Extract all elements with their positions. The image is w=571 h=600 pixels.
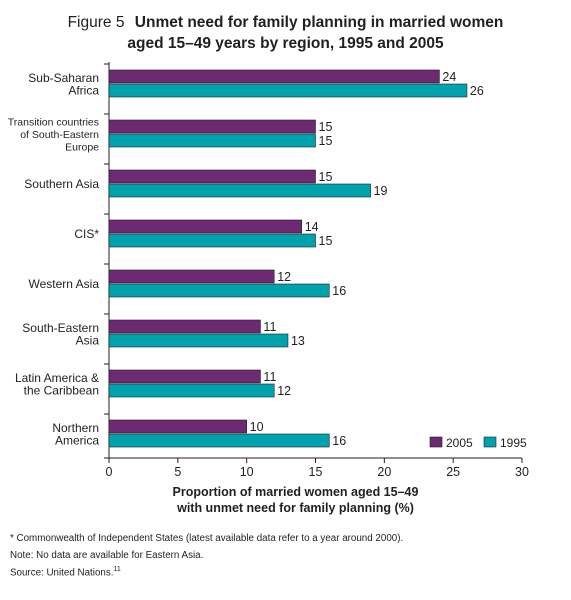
bar-2005 xyxy=(108,169,316,184)
bar-chart: 0 5 10 15 20 25 302426Sub-SaharanAfrica1515Tra… xyxy=(8,62,529,515)
x-axis-label: Proportion of married women aged 15–49 xyxy=(173,485,419,499)
footnote-source: Source: United Nations.11 xyxy=(10,566,121,578)
bar-2005 xyxy=(108,219,303,234)
footnote-note: Note: No data are available for Eastern … xyxy=(10,550,204,561)
data-label: 11 xyxy=(263,370,276,384)
category-label: Transition countries xyxy=(8,117,99,129)
figure-label: Figure 5 xyxy=(67,14,125,31)
category-label: Western Asia xyxy=(29,277,100,291)
footnote-cis: * Commonwealth of Independent States (la… xyxy=(10,533,404,544)
title-line-1: Unmet need for family planning in marrie… xyxy=(134,14,504,31)
bar-1995 xyxy=(108,333,289,348)
bar-1995 xyxy=(108,233,316,248)
footnote-source-ref: 11 xyxy=(113,566,121,573)
data-label: 12 xyxy=(277,270,291,284)
bar-2005 xyxy=(108,269,275,284)
bar-2005 xyxy=(108,69,440,84)
x-tick-label: 0 xyxy=(106,465,113,479)
data-label: 19 xyxy=(374,184,388,198)
x-tick-label: 20 xyxy=(377,465,391,479)
x-tick-label: 10 xyxy=(240,465,254,479)
x-axis-label: with unmet need for family planning (%) xyxy=(176,501,414,515)
data-label: 24 xyxy=(442,70,456,84)
bar-1995 xyxy=(108,433,330,448)
data-label: 13 xyxy=(291,334,305,348)
data-label: 15 xyxy=(319,134,333,148)
category-label: America xyxy=(55,433,99,447)
x-tick-label: 15 xyxy=(309,465,323,479)
bar-1995 xyxy=(108,83,468,98)
x-tick-label: 5 xyxy=(174,465,181,479)
data-label: 10 xyxy=(250,420,264,434)
bar-2005 xyxy=(108,419,247,434)
category-label: the Caribbean xyxy=(24,383,99,397)
title-line-2: aged 15–49 years by region, 1995 and 200… xyxy=(127,35,444,52)
category-label: Northern xyxy=(52,421,99,435)
bar-2005 xyxy=(108,319,261,334)
data-label: 26 xyxy=(470,84,484,98)
chart-title: Figure 5 Unmet need for family planning … xyxy=(0,12,571,54)
bar-1995 xyxy=(108,133,316,148)
legend-label: 2005 xyxy=(446,436,473,450)
bar-1995 xyxy=(108,283,330,298)
bar-2005 xyxy=(108,119,316,134)
bar-1995 xyxy=(108,383,275,398)
bar-2005 xyxy=(108,369,261,384)
data-label: 16 xyxy=(332,284,346,298)
legend-swatch-2005 xyxy=(429,436,443,448)
data-label: 12 xyxy=(277,384,291,398)
bar-1995 xyxy=(108,183,371,198)
category-label: South-Eastern xyxy=(22,321,99,335)
category-label: Latin America & xyxy=(15,371,99,385)
category-label: Europe xyxy=(65,142,99,154)
data-label: 11 xyxy=(263,320,276,334)
category-label: Asia xyxy=(76,333,100,347)
data-label: 16 xyxy=(332,434,346,448)
category-label: of South-Eastern xyxy=(20,129,99,141)
category-label: CIS* xyxy=(74,227,99,241)
x-tick-label: 25 xyxy=(446,465,460,479)
data-label: 15 xyxy=(319,234,333,248)
data-label: 14 xyxy=(305,220,319,234)
data-label: 15 xyxy=(319,120,333,134)
category-label: Africa xyxy=(68,83,99,97)
legend-swatch-1995 xyxy=(483,436,497,448)
x-tick-label: 30 xyxy=(515,465,529,479)
category-label: Southern Asia xyxy=(24,177,99,191)
legend-label: 1995 xyxy=(500,436,527,450)
footnote-source-text: Source: United Nations. xyxy=(10,567,114,579)
data-label: 15 xyxy=(319,170,333,184)
category-label: Sub-Saharan xyxy=(28,71,99,85)
